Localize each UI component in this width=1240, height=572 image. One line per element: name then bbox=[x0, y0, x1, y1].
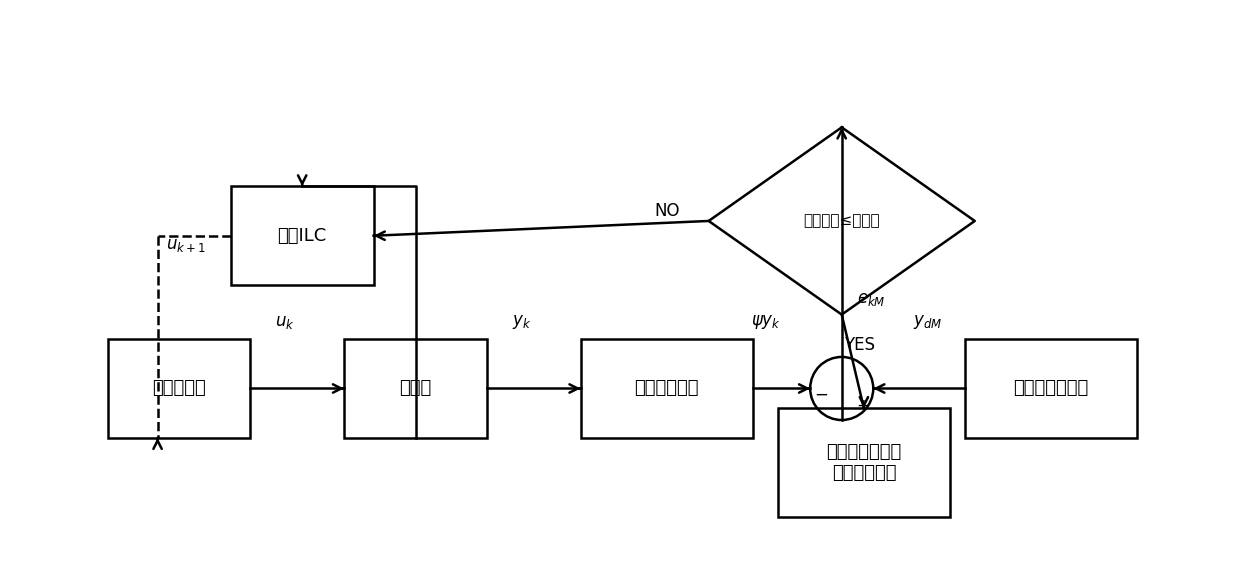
Bar bbox=[580, 339, 753, 438]
Text: 机械蟀: 机械蟀 bbox=[399, 379, 432, 398]
Text: 控制存储器: 控制存储器 bbox=[153, 379, 206, 398]
Text: 期望轨迹存储器: 期望轨迹存储器 bbox=[1013, 379, 1089, 398]
Text: $y_k$: $y_k$ bbox=[512, 313, 531, 331]
Bar bbox=[965, 339, 1137, 438]
Text: YES: YES bbox=[844, 336, 875, 354]
Text: $+$: $+$ bbox=[857, 397, 870, 415]
Text: $e_{kM}$: $e_{kM}$ bbox=[857, 289, 885, 308]
Text: 误差达到精度要
求，停止迭代: 误差达到精度要 求，停止迭代 bbox=[826, 443, 901, 482]
Text: $u_{k+1}$: $u_{k+1}$ bbox=[166, 236, 206, 253]
Bar bbox=[108, 339, 250, 438]
Text: 误差精度≤设定值: 误差精度≤设定值 bbox=[804, 213, 880, 228]
Text: 优化ILC: 优化ILC bbox=[278, 227, 327, 245]
Bar bbox=[777, 408, 950, 517]
Text: $y_{dM}$: $y_{dM}$ bbox=[913, 313, 942, 331]
Text: NO: NO bbox=[655, 202, 680, 220]
Text: $\psi y_k$: $\psi y_k$ bbox=[751, 313, 781, 331]
Text: 跟踪点选择器: 跟踪点选择器 bbox=[635, 379, 699, 398]
Text: $-$: $-$ bbox=[813, 384, 828, 403]
Text: $u_k$: $u_k$ bbox=[275, 313, 295, 331]
Bar bbox=[231, 186, 373, 285]
Bar bbox=[343, 339, 487, 438]
